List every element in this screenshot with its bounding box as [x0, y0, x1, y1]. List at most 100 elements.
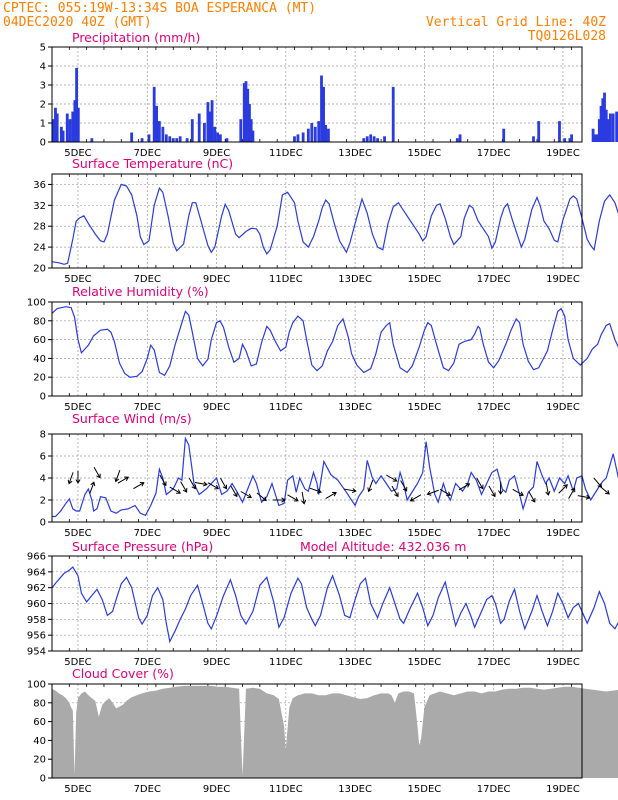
precip-bar [310, 123, 314, 142]
y-tick-label: 36 [33, 180, 46, 191]
wind-arrow-head [75, 479, 81, 484]
wind-arrow-shaft [188, 478, 196, 489]
wind-arrow-head [392, 477, 398, 482]
wind-arrow-shaft [309, 487, 322, 493]
wind-arrow-head [233, 492, 238, 498]
wind-arrow-head [570, 487, 576, 493]
wind-arrow-shaft [343, 488, 356, 492]
wind-arrow-shaft [220, 478, 227, 489]
x-tick-label: 5DEC [64, 148, 91, 159]
series-line [51, 306, 618, 378]
wind-arrow [599, 485, 610, 495]
wind-arrow [272, 497, 286, 503]
precip-bar [197, 113, 201, 142]
precip-bar [455, 138, 459, 142]
wind-arrow-head [301, 499, 307, 505]
precip-bar [563, 138, 567, 142]
x-tick-label: 17DEC [477, 402, 511, 413]
precip-bar [213, 126, 217, 142]
wind-arrow [230, 485, 238, 498]
chart-panels: 0 1 2 3 4 5 5DEC 7DEC 9DEC 11DEC 13DEC 15DEC 17DEC 19… [27, 30, 618, 795]
x-tick-label: 7DEC [134, 402, 161, 413]
wind-arrow-head [281, 497, 286, 503]
precip-bar [244, 81, 248, 142]
x-tick-label: 5DEC [64, 274, 91, 285]
x-tick-label: 13DEC [338, 528, 372, 539]
x-tick-label: 19DEC [546, 402, 580, 413]
x-tick-label: 9DEC [203, 657, 230, 668]
wind-arrow-head [182, 487, 188, 493]
precip-bar [372, 136, 376, 142]
wind-arrow-head [351, 488, 357, 494]
precip-bar [611, 113, 615, 142]
precip-bar [324, 124, 328, 142]
precip-bar [208, 111, 212, 142]
x-tick-label: 15DEC [408, 402, 442, 413]
y-tick-label: 0 [40, 138, 46, 149]
wind-arrow-shaft [115, 469, 121, 482]
precip-bar [313, 126, 317, 142]
panel-4: 954 956 958 960 962 964 966 5DEC 7DEC 9DEC 11DEC 13… [27, 539, 618, 668]
wind-arrow-head [191, 484, 196, 490]
panel-frame [51, 555, 583, 652]
wind-arrow-head [262, 496, 267, 502]
wind-arrow-head [124, 476, 130, 481]
wind-arrow [287, 494, 299, 502]
precip-bar [558, 121, 561, 142]
precip-bar [152, 86, 156, 142]
panel-0: 0 1 2 3 4 5 5DEC 7DEC 9DEC 11DEC 13DEC 15DEC 17DEC 19… [40, 30, 618, 159]
x-tick-label: 9DEC [203, 784, 230, 795]
y-tick-label: 100 [27, 680, 46, 691]
wind-arrow-shaft [577, 495, 590, 499]
panel-1: 20 24 28 32 36 5DEC 7DEC 9DEC 11DEC 13DEC 15DEC 17D… [33, 156, 618, 285]
wind-arrow [188, 478, 196, 490]
wind-arrow [240, 491, 252, 499]
wind-arrow [439, 488, 452, 496]
panel-title: Cloud Cover (%) [72, 666, 174, 681]
precip-bar [568, 138, 572, 142]
wind-arrow [577, 494, 591, 500]
wind-arrow-shaft [180, 481, 188, 493]
precip-bar [609, 113, 612, 142]
x-tick-label: 5DEC [64, 528, 91, 539]
precip-bar [76, 107, 80, 142]
panel-frame [51, 173, 583, 269]
precip-bar [239, 119, 243, 142]
y-tick-label: 4 [40, 62, 46, 73]
wind-arrow-head [409, 497, 415, 502]
wind-arrow [568, 487, 576, 499]
x-tick-label: 17DEC [477, 657, 511, 668]
precip-bar [365, 136, 369, 142]
x-tick-label: 17DEC [477, 784, 511, 795]
x-tick-label: 11DEC [269, 657, 303, 668]
precip-bar [306, 128, 310, 142]
precip-bar [190, 119, 194, 142]
x-tick-label: 13DEC [338, 657, 372, 668]
wind-arrow-head [202, 481, 208, 487]
header-grid-line: Vertical Grid Line: 40Z [426, 15, 606, 30]
wind-arrow-shaft [256, 492, 267, 501]
precip-bar [301, 132, 305, 142]
wind-arrow-head [530, 497, 536, 503]
wind-arrow [409, 494, 422, 502]
wind-arrow [117, 476, 130, 484]
wind-arrow-head [67, 479, 73, 485]
wind-arrow-shaft [68, 472, 74, 484]
x-tick-label: 19DEC [546, 784, 580, 795]
precip-bar [327, 128, 330, 142]
y-tick-label: 962 [27, 583, 46, 594]
wind-arrow [301, 491, 307, 505]
x-tick-label: 19DEC [546, 148, 580, 159]
wind-arrow-shaft [391, 485, 399, 497]
wind-arrow-head [498, 490, 504, 495]
precip-bar [73, 100, 77, 142]
wind-arrow [545, 483, 551, 496]
precip-bar [593, 134, 597, 142]
panel-frame [51, 683, 583, 779]
precip-bar [168, 136, 172, 142]
y-tick-label: 100 [27, 298, 46, 309]
precip-bar [157, 121, 161, 142]
wind-arrow-shaft [159, 474, 167, 486]
y-tick-label: 4 [40, 474, 46, 485]
wind-arrow [458, 483, 471, 491]
